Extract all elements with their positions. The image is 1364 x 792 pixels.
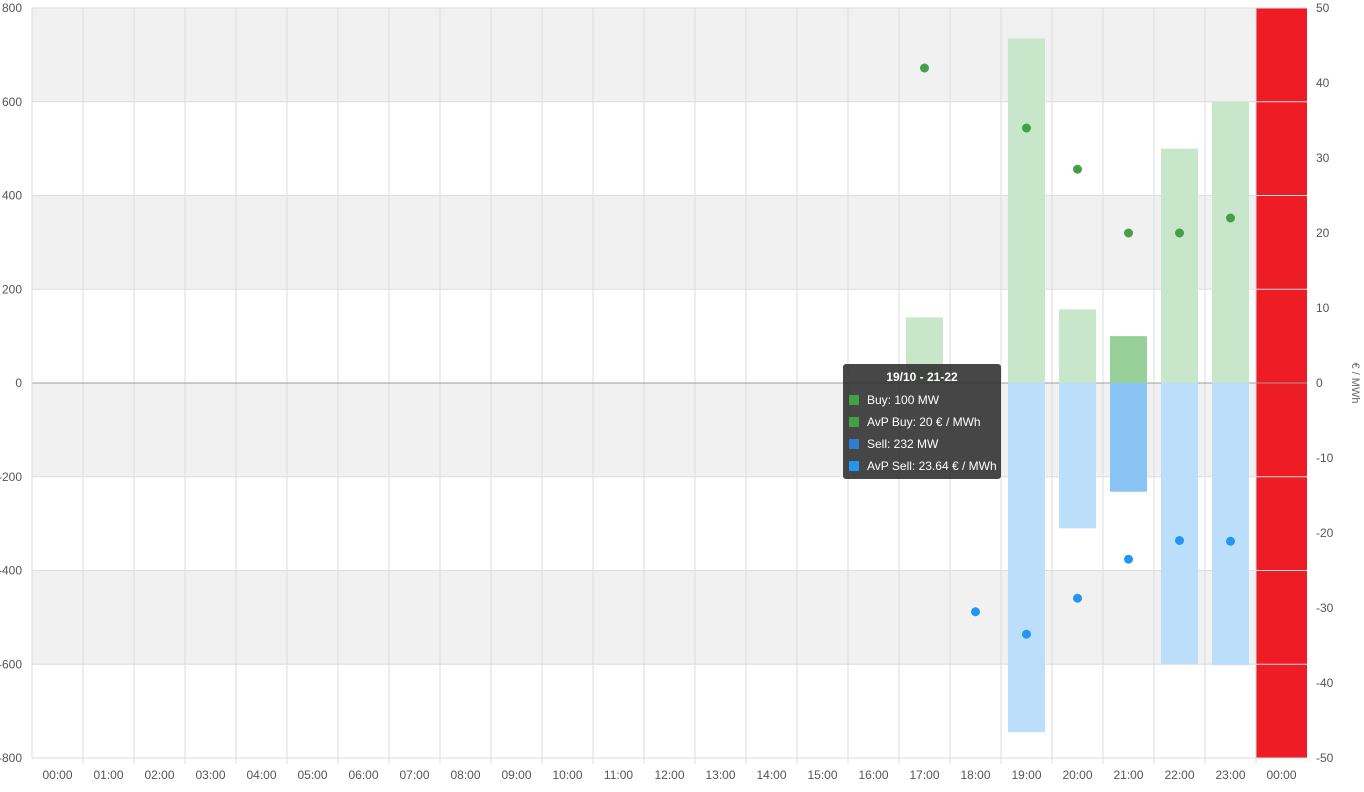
bg-band: [32, 195, 1307, 290]
y-tick-label: 200: [2, 282, 22, 296]
y-tick-label: 0: [15, 376, 22, 390]
x-tick-label: 02:00: [144, 768, 174, 782]
x-tick-label: 04:00: [246, 768, 276, 782]
y2-tick-label: -10: [1316, 451, 1334, 465]
point-avp-buy: [1124, 228, 1133, 238]
tooltip-swatch-buy: [849, 394, 859, 405]
x-tick-label: 12:00: [654, 768, 684, 782]
point-avp-sell: [971, 607, 980, 617]
y2-tick-label: 40: [1316, 76, 1330, 90]
x-tick-label: 09:00: [501, 768, 531, 782]
x-tick-label: 13:00: [705, 768, 735, 782]
y-tick-label: 400: [2, 189, 22, 203]
tooltip-label-sell: Sell: 232 MW: [867, 437, 939, 451]
point-avp-sell: [1175, 536, 1184, 545]
point-avp-buy: [1022, 123, 1031, 133]
tooltip-title: 19/10 - 21-22: [886, 370, 958, 384]
y2-tick-label: 10: [1316, 301, 1330, 315]
x-tick-label: 08:00: [450, 768, 480, 782]
x-tick-label: 06:00: [348, 768, 378, 782]
bg-band: [32, 8, 1307, 102]
y2-tick-label: 0: [1316, 376, 1323, 390]
x-tick-label: 00:00: [1266, 768, 1296, 782]
x-tick-label: 15:00: [807, 768, 837, 782]
y2-tick-label: 50: [1316, 1, 1330, 15]
bg-band: [32, 570, 1307, 665]
point-avp-sell: [1124, 554, 1133, 564]
point-avp-buy: [1175, 228, 1184, 238]
y2-tick-label: 20: [1316, 226, 1330, 240]
bar-sell: [1110, 383, 1147, 492]
point-avp-buy: [1073, 164, 1082, 174]
y2-tick-label: 30: [1316, 151, 1330, 165]
x-tick-label: 20:00: [1062, 768, 1092, 782]
y-tick-label: 600: [2, 95, 22, 109]
bar-buy: [1212, 101, 1249, 383]
tooltip-row-avp-sell: AvP Sell: 23.64 € / MWh: [843, 455, 1001, 477]
x-tick-label: 11:00: [604, 768, 633, 782]
point-avp-sell: [1022, 629, 1031, 639]
bar-buy: [1161, 148, 1198, 383]
point-avp-buy: [1226, 213, 1235, 223]
point-avp-sell: [1226, 536, 1235, 546]
x-tick-label: 07:00: [399, 768, 429, 782]
y-tick-label: 800: [2, 1, 22, 15]
tooltip-label-avp-buy: AvP Buy: 20 € / MWh: [867, 415, 981, 429]
tooltip-swatch-avp-sell: [849, 460, 859, 471]
x-tick-label: 23:00: [1215, 768, 1245, 782]
chart-tooltip: 19/10 - 21-22 Buy: 100 MW AvP Buy: 20 € …: [843, 364, 1001, 479]
y2-tick-label: -20: [1316, 526, 1334, 540]
y-tick-label: -400: [0, 564, 22, 578]
bar-sell: [1059, 383, 1096, 529]
point-avp-sell: [1073, 593, 1082, 603]
x-tick-label: 03:00: [195, 768, 225, 782]
tooltip-row-buy: Buy: 100 MW: [843, 389, 1001, 411]
bar-sell: [1008, 383, 1045, 733]
bar-buy: [1059, 309, 1096, 383]
tooltip-label-buy: Buy: 100 MW: [867, 393, 940, 407]
x-tick-label: 21:00: [1113, 768, 1143, 782]
tooltip-row-sell: Sell: 232 MW: [843, 433, 1001, 455]
y-tick-label: -600: [0, 657, 22, 671]
y-tick-label: -200: [0, 470, 22, 484]
x-tick-label: 16:00: [858, 768, 888, 782]
x-tick-label: 22:00: [1164, 768, 1194, 782]
x-tick-label: 05:00: [297, 768, 327, 782]
point-avp-buy: [920, 63, 929, 73]
bar-buy: [1110, 336, 1147, 383]
y2-tick-label: -50: [1316, 751, 1334, 765]
bar-sell: [1212, 383, 1249, 666]
x-tick-label: 19:00: [1011, 768, 1041, 782]
y2-axis-title: € / MWh: [1349, 363, 1361, 404]
tooltip-swatch-avp-buy: [849, 416, 859, 427]
tooltip-label-avp-sell: AvP Sell: 23.64 € / MWh: [867, 459, 997, 473]
y2-tick-label: -40: [1316, 676, 1334, 690]
x-tick-label: 17:00: [909, 768, 939, 782]
x-tick-label: 18:00: [960, 768, 990, 782]
x-tick-label: 10:00: [552, 768, 582, 782]
bar-buy: [1008, 38, 1045, 383]
y-tick-label: -800: [0, 751, 22, 765]
x-tick-label: 14:00: [756, 768, 786, 782]
x-tick-label: 01:00: [93, 768, 123, 782]
tooltip-row-avp-buy: AvP Buy: 20 € / MWh: [843, 411, 1001, 433]
x-tick-label: 00:00: [42, 768, 72, 782]
bar-sell: [1161, 383, 1198, 665]
y2-tick-label: -30: [1316, 601, 1334, 615]
tooltip-swatch-sell: [849, 438, 859, 449]
